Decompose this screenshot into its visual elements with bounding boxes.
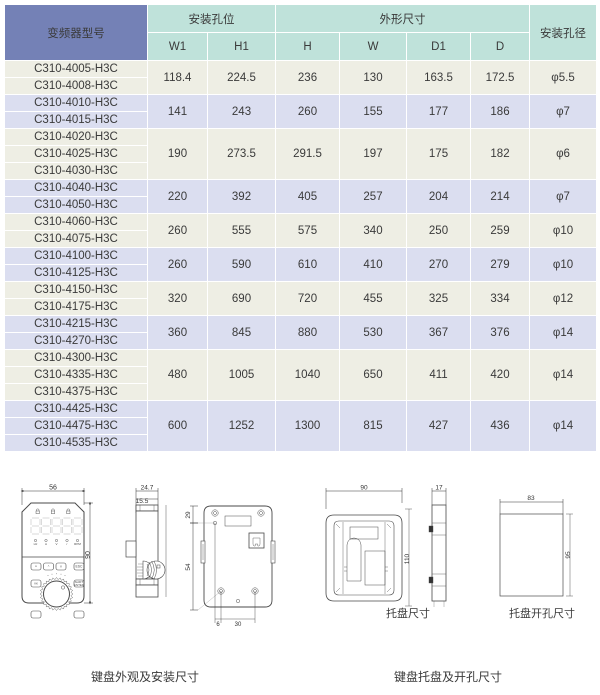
svg-text:90: 90 [85, 551, 92, 559]
svg-text:ENTER: ENTER [74, 583, 85, 587]
svg-text:30: 30 [235, 622, 242, 628]
svg-text:24.7: 24.7 [141, 485, 154, 492]
svg-text:A: A [45, 542, 47, 546]
svg-text:Hz: Hz [34, 542, 38, 546]
svg-text:VK: VK [34, 582, 38, 586]
svg-text:17: 17 [435, 485, 443, 492]
svg-text:r: r [67, 542, 68, 546]
svg-text:6: 6 [216, 622, 220, 628]
svg-text:83: 83 [527, 495, 535, 502]
svg-text:ESC: ESC [76, 565, 84, 569]
svg-text:»: » [35, 565, 37, 569]
svg-text:RPM: RPM [74, 542, 81, 546]
svg-text:90: 90 [360, 485, 368, 492]
svg-text:54: 54 [185, 563, 192, 571]
svg-text:29: 29 [185, 511, 192, 519]
svg-text:56: 56 [49, 485, 57, 492]
svg-text:110: 110 [404, 553, 411, 564]
svg-text:v: v [60, 565, 62, 569]
svg-text:V: V [55, 542, 57, 546]
svg-text:15.5: 15.5 [136, 498, 149, 505]
svg-text:95: 95 [565, 551, 572, 559]
